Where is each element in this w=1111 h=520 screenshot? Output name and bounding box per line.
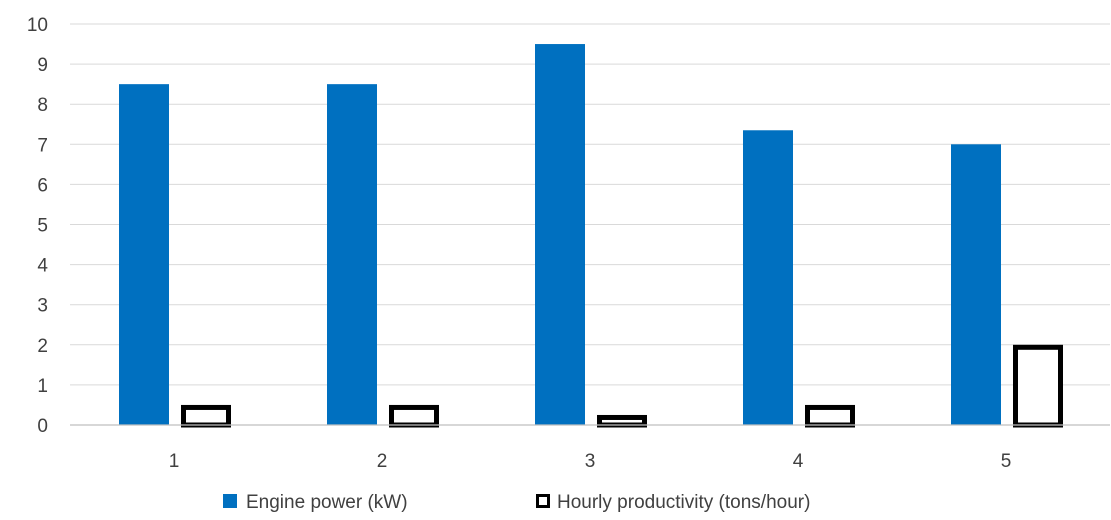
y-tick-label: 6 — [37, 175, 48, 196]
x-tick-label: 1 — [169, 451, 180, 472]
hourly-productivity-bar — [389, 404, 439, 428]
y-tick-label: 7 — [37, 135, 48, 156]
hourly-productivity-bar — [1013, 344, 1063, 428]
y-axis-tick-labels: 0 1 2 3 4 5 6 7 8 9 10 — [27, 15, 49, 437]
engine-power-bar — [119, 84, 169, 426]
y-tick-label: 5 — [37, 216, 48, 237]
legend-label-engine-power: Engine power (kW) — [246, 492, 408, 513]
y-tick-label: 4 — [37, 256, 48, 277]
engine-power-bar — [327, 84, 377, 426]
y-tick-label: 3 — [37, 296, 48, 317]
x-tick-label: 4 — [793, 451, 804, 472]
x-tick-label: 5 — [1001, 451, 1012, 472]
legend-swatch-engine-power — [223, 494, 237, 508]
gridlines — [70, 23, 1110, 386]
hourly-productivity-bar — [181, 404, 231, 428]
y-tick-label: 9 — [37, 55, 48, 76]
hourly-productivity-bar — [597, 414, 647, 428]
y-tick-label: 1 — [37, 376, 48, 397]
hourly-productivity-bar — [805, 404, 855, 428]
engine-power-bar — [535, 44, 585, 426]
y-tick-label: 8 — [37, 95, 48, 116]
legend: Engine power (kW) Hourly productivity (to… — [223, 492, 810, 513]
x-tick-label: 2 — [377, 451, 388, 472]
y-tick-label: 0 — [37, 416, 48, 437]
bars — [119, 44, 1063, 428]
y-tick-label: 10 — [27, 15, 48, 36]
y-tick-label: 2 — [37, 336, 48, 357]
legend-label-hourly-productivity: Hourly productivity (tons/hour) — [557, 492, 810, 513]
x-axis-tick-labels: 1 2 3 4 5 — [169, 451, 1012, 472]
engine-power-bar — [951, 144, 1001, 426]
x-tick-label: 3 — [585, 451, 596, 472]
legend-swatch-hourly-productivity — [536, 494, 550, 508]
engine-power-bar — [743, 130, 793, 425]
